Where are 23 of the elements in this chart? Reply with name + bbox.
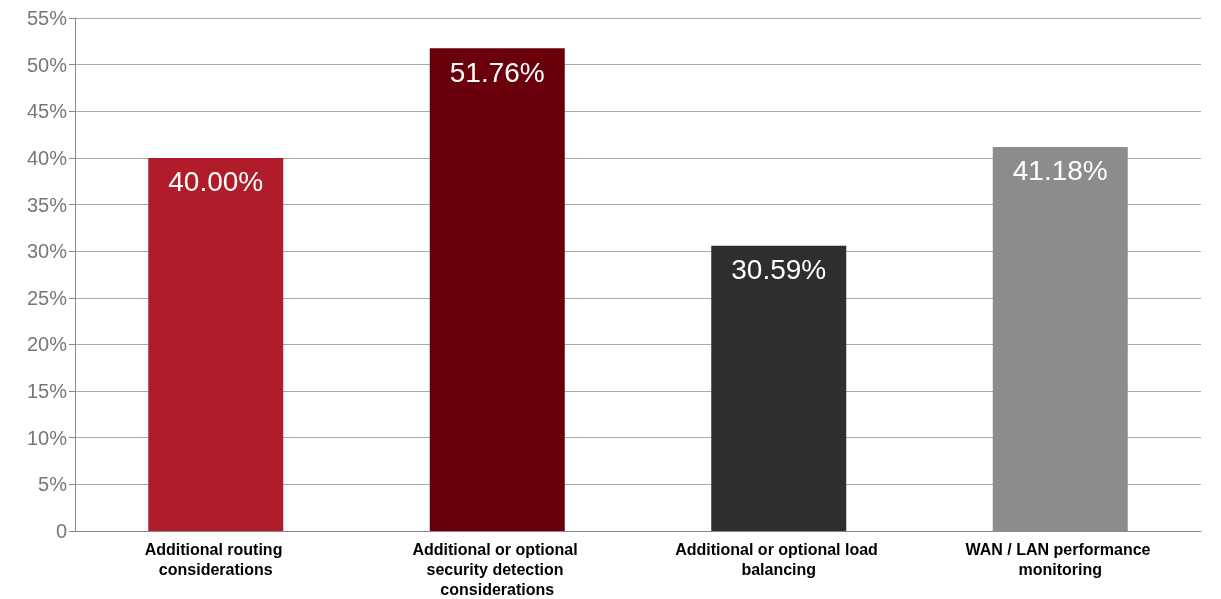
y-tick-label: 0 [55,520,67,542]
data-label: 41.18% [1012,155,1108,187]
y-tick-label: 35% [26,193,68,216]
data-label: 30.59% [731,254,827,286]
data-label: 51.76% [449,56,545,88]
y-tick-label: 55% [26,7,68,29]
bar [711,245,847,531]
y-tick-label: 10% [26,426,68,449]
y-tick-label: 30% [26,240,68,263]
y-tick-label: 15% [26,380,68,403]
x-tick-label: Additional or optional security detection considerations [412,540,583,598]
x-tick-label: Additional routing considerations [144,540,287,578]
y-tick-label: 50% [26,53,68,76]
bar [148,157,284,531]
bar [429,48,565,531]
data-label: 40.00% [168,166,264,198]
x-tick-label: WAN / LAN performance monitoring [965,540,1155,578]
y-tick-label: 20% [26,333,68,356]
y-tick-label: 40% [26,146,68,169]
x-tick-label: Additional or optional load balancing [675,540,883,578]
y-tick-label: 25% [26,286,68,309]
y-tick-label: 5% [38,473,68,496]
y-tick-label: 45% [26,100,68,123]
